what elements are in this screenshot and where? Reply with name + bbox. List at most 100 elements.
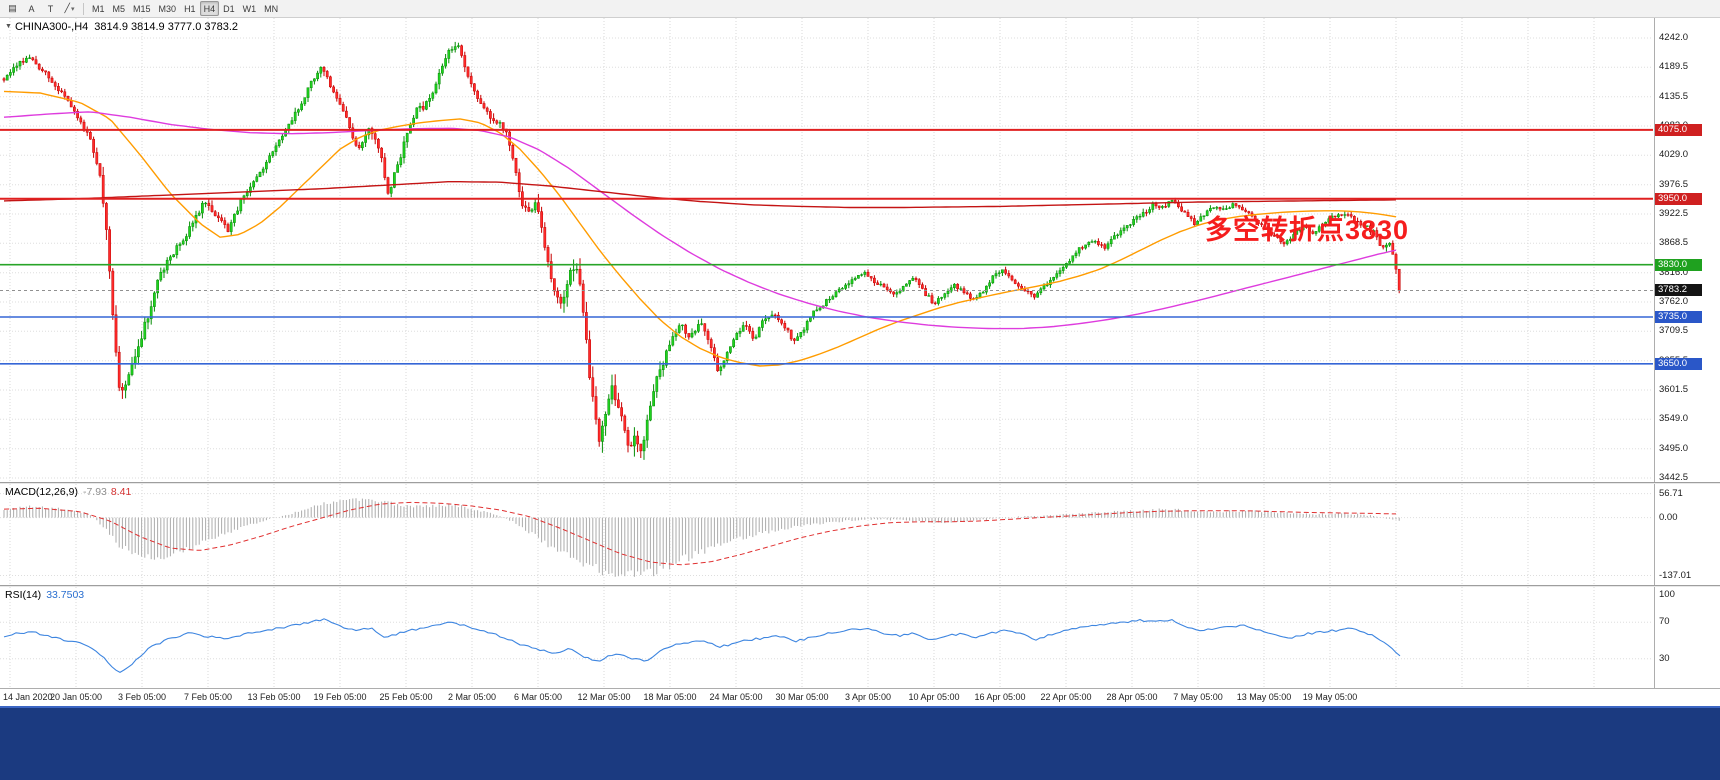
ma-slow-magenta bbox=[3, 111, 1397, 330]
macd-tick-label: 56.71 bbox=[1659, 487, 1683, 499]
macd-signal-line bbox=[3, 501, 1397, 566]
pivot-annotation-text: 多空转折点3830 bbox=[1205, 215, 1410, 245]
symbol-period-label: CHINA300-,H4 bbox=[14, 21, 89, 33]
macd-label: MACD(12,26,9) -7.93 8.41 bbox=[5, 486, 131, 498]
price-badge-3950.0: 3950.0 bbox=[1655, 192, 1702, 205]
macd-gridlines bbox=[0, 493, 1653, 576]
rsi-plot-area[interactable] bbox=[0, 587, 1653, 688]
vertical-gridlines bbox=[9, 484, 1595, 585]
time-tick-label: 7 May 05:00 bbox=[1173, 692, 1223, 702]
time-tick-label: 22 Apr 05:00 bbox=[1040, 692, 1092, 702]
panel-divider[interactable] bbox=[0, 482, 1720, 484]
price-tick-label: 3709.5 bbox=[1659, 325, 1689, 337]
timeframe-w1-button[interactable]: W1 bbox=[242, 3, 257, 14]
time-axis[interactable]: 14 Jan 2020 20 Jan 05:00 3 Feb 05:00 7 Feb … bbox=[0, 688, 1720, 706]
main-toolbar: ▤ A T ╱ ▾ M1 M5 M15 M30 H1 H4 D1 W1 MN bbox=[0, 0, 1720, 18]
chart-plot-area[interactable] bbox=[0, 18, 1653, 482]
cursor-tool-button[interactable]: A bbox=[28, 3, 35, 14]
candlestick-series bbox=[2, 41, 1401, 460]
price-tick-label: 3922.5 bbox=[1659, 208, 1689, 219]
macd-tick-label: -137.01 bbox=[1659, 569, 1692, 581]
price-tick-label: 4242.0 bbox=[1659, 32, 1689, 43]
chart-title: ▼ CHINA300-,H4 3814.9 3814.9 3777.0 3783.2 bbox=[5, 21, 238, 33]
price-badge-3830.0: 3830.0 bbox=[1655, 258, 1702, 271]
time-tick-label: 10 Apr 05:00 bbox=[908, 692, 960, 702]
toolbar-separator bbox=[83, 2, 84, 15]
ohlc-values: 3814.9 3814.9 3777.0 3783.2 bbox=[94, 21, 239, 33]
price-tick-label: 3495.0 bbox=[1659, 442, 1689, 454]
macd-plot-area[interactable] bbox=[0, 484, 1653, 585]
rsi-panel[interactable]: 100 70 30 RSI(14) 33.7503 bbox=[0, 587, 1720, 688]
rsi-value: 33.7503 bbox=[46, 589, 85, 601]
timeframe-mn-button[interactable]: MN bbox=[264, 3, 279, 14]
price-badge-3650.0: 3650.0 bbox=[1655, 357, 1702, 370]
price-tick-label: 3442.5 bbox=[1659, 472, 1689, 483]
chart-window-icon[interactable]: ▤ bbox=[8, 3, 17, 13]
rsi-axis[interactable]: 100 70 30 bbox=[1654, 587, 1720, 688]
time-tick-label: 24 Mar 05:00 bbox=[709, 692, 763, 702]
rsi-tick-label: 100 bbox=[1659, 589, 1675, 600]
ma-long-red bbox=[3, 180, 1397, 209]
macd-histogram bbox=[3, 498, 1400, 577]
time-tick-label: 19 Feb 05:00 bbox=[313, 692, 367, 702]
price-badge-4075.0: 4075.0 bbox=[1655, 123, 1702, 136]
panel-divider[interactable] bbox=[0, 585, 1720, 587]
time-tick-label: 6 Mar 05:00 bbox=[513, 692, 563, 702]
draw-tool-button[interactable]: ╱ ▾ bbox=[64, 3, 75, 13]
time-tick-label: 3 Feb 05:00 bbox=[117, 692, 167, 702]
time-tick-label: 2 Mar 05:00 bbox=[447, 692, 497, 702]
timeframe-m1-button[interactable]: M1 bbox=[92, 3, 105, 14]
timeframe-m30-button[interactable]: M30 bbox=[158, 3, 177, 14]
horizontal-gridlines bbox=[0, 37, 1653, 479]
macd-panel[interactable]: 56.71 0.00 -137.01 MACD(12,26,9) -7.93 8.41 bbox=[0, 484, 1720, 585]
chevron-down-icon: ▾ bbox=[70, 5, 75, 13]
time-tick-label: 3 Apr 05:00 bbox=[844, 692, 892, 702]
time-tick-label: 12 Mar 05:00 bbox=[577, 692, 631, 702]
macd-axis[interactable]: 56.71 0.00 -137.01 bbox=[1654, 484, 1720, 585]
timeframe-h1-button[interactable]: H1 bbox=[184, 3, 196, 14]
time-tick-label: 13 Feb 05:00 bbox=[247, 692, 301, 702]
text-tool-button[interactable]: T bbox=[47, 3, 54, 14]
timeframe-m15-button[interactable]: M15 bbox=[133, 3, 151, 14]
price-tick-label: 3868.5 bbox=[1659, 237, 1689, 249]
macd-tick-label: 0.00 bbox=[1659, 511, 1678, 523]
rsi-tick-label: 30 bbox=[1659, 652, 1670, 664]
price-tick-label: 4189.5 bbox=[1659, 61, 1689, 73]
time-tick-label: 18 Mar 05:00 bbox=[643, 692, 697, 702]
time-tick-label: 19 May 05:00 bbox=[1302, 692, 1358, 702]
rsi-level-lines bbox=[0, 621, 1653, 660]
macd-name: MACD(12,26,9) bbox=[5, 486, 78, 498]
time-tick-label: 20 Jan 05:00 bbox=[49, 692, 103, 702]
timeframe-h4-button[interactable]: H4 bbox=[199, 1, 220, 16]
price-tick-label: 3549.0 bbox=[1659, 413, 1689, 425]
symbol-marker-icon: ▼ bbox=[5, 23, 12, 30]
time-tick-label: 7 Feb 05:00 bbox=[183, 692, 233, 702]
time-tick-label: 30 Mar 05:00 bbox=[775, 692, 829, 702]
time-tick-label: 14 Jan 2020 bbox=[3, 692, 53, 702]
timeframe-d1-button[interactable]: D1 bbox=[223, 3, 235, 14]
main-chart-panel[interactable]: 4242.04189.54135.54083.04029.03976.53922… bbox=[0, 18, 1720, 482]
macd-signal-value: 8.41 bbox=[110, 486, 132, 498]
rsi-line bbox=[3, 618, 1401, 674]
rsi-label: RSI(14) 33.7503 bbox=[5, 589, 84, 601]
macd-main-value: -7.93 bbox=[82, 486, 107, 498]
ma-fast-orange bbox=[3, 90, 1397, 367]
price-axis[interactable]: 4242.04189.54135.54083.04029.03976.53922… bbox=[1654, 18, 1720, 482]
price-badge-3783.2: 3783.2 bbox=[1655, 284, 1702, 297]
vertical-gridlines bbox=[9, 18, 1595, 482]
time-tick-label: 13 May 05:00 bbox=[1236, 692, 1292, 702]
price-tick-label: 4029.0 bbox=[1659, 149, 1689, 161]
timeframe-m5-button[interactable]: M5 bbox=[112, 3, 126, 14]
price-badge-3735.0: 3735.0 bbox=[1655, 311, 1702, 324]
price-tick-label: 3601.5 bbox=[1659, 384, 1689, 395]
time-tick-label: 16 Apr 05:00 bbox=[974, 692, 1026, 702]
taskbar bbox=[0, 706, 1720, 780]
price-tick-label: 4135.5 bbox=[1659, 90, 1689, 102]
time-tick-label: 28 Apr 05:00 bbox=[1106, 692, 1158, 702]
price-tick-label: 3762.0 bbox=[1659, 296, 1689, 307]
vertical-gridlines bbox=[9, 587, 1595, 688]
time-tick-label: 25 Feb 05:00 bbox=[379, 692, 433, 702]
price-tick-label: 3976.5 bbox=[1659, 178, 1689, 190]
rsi-tick-label: 70 bbox=[1659, 616, 1670, 628]
